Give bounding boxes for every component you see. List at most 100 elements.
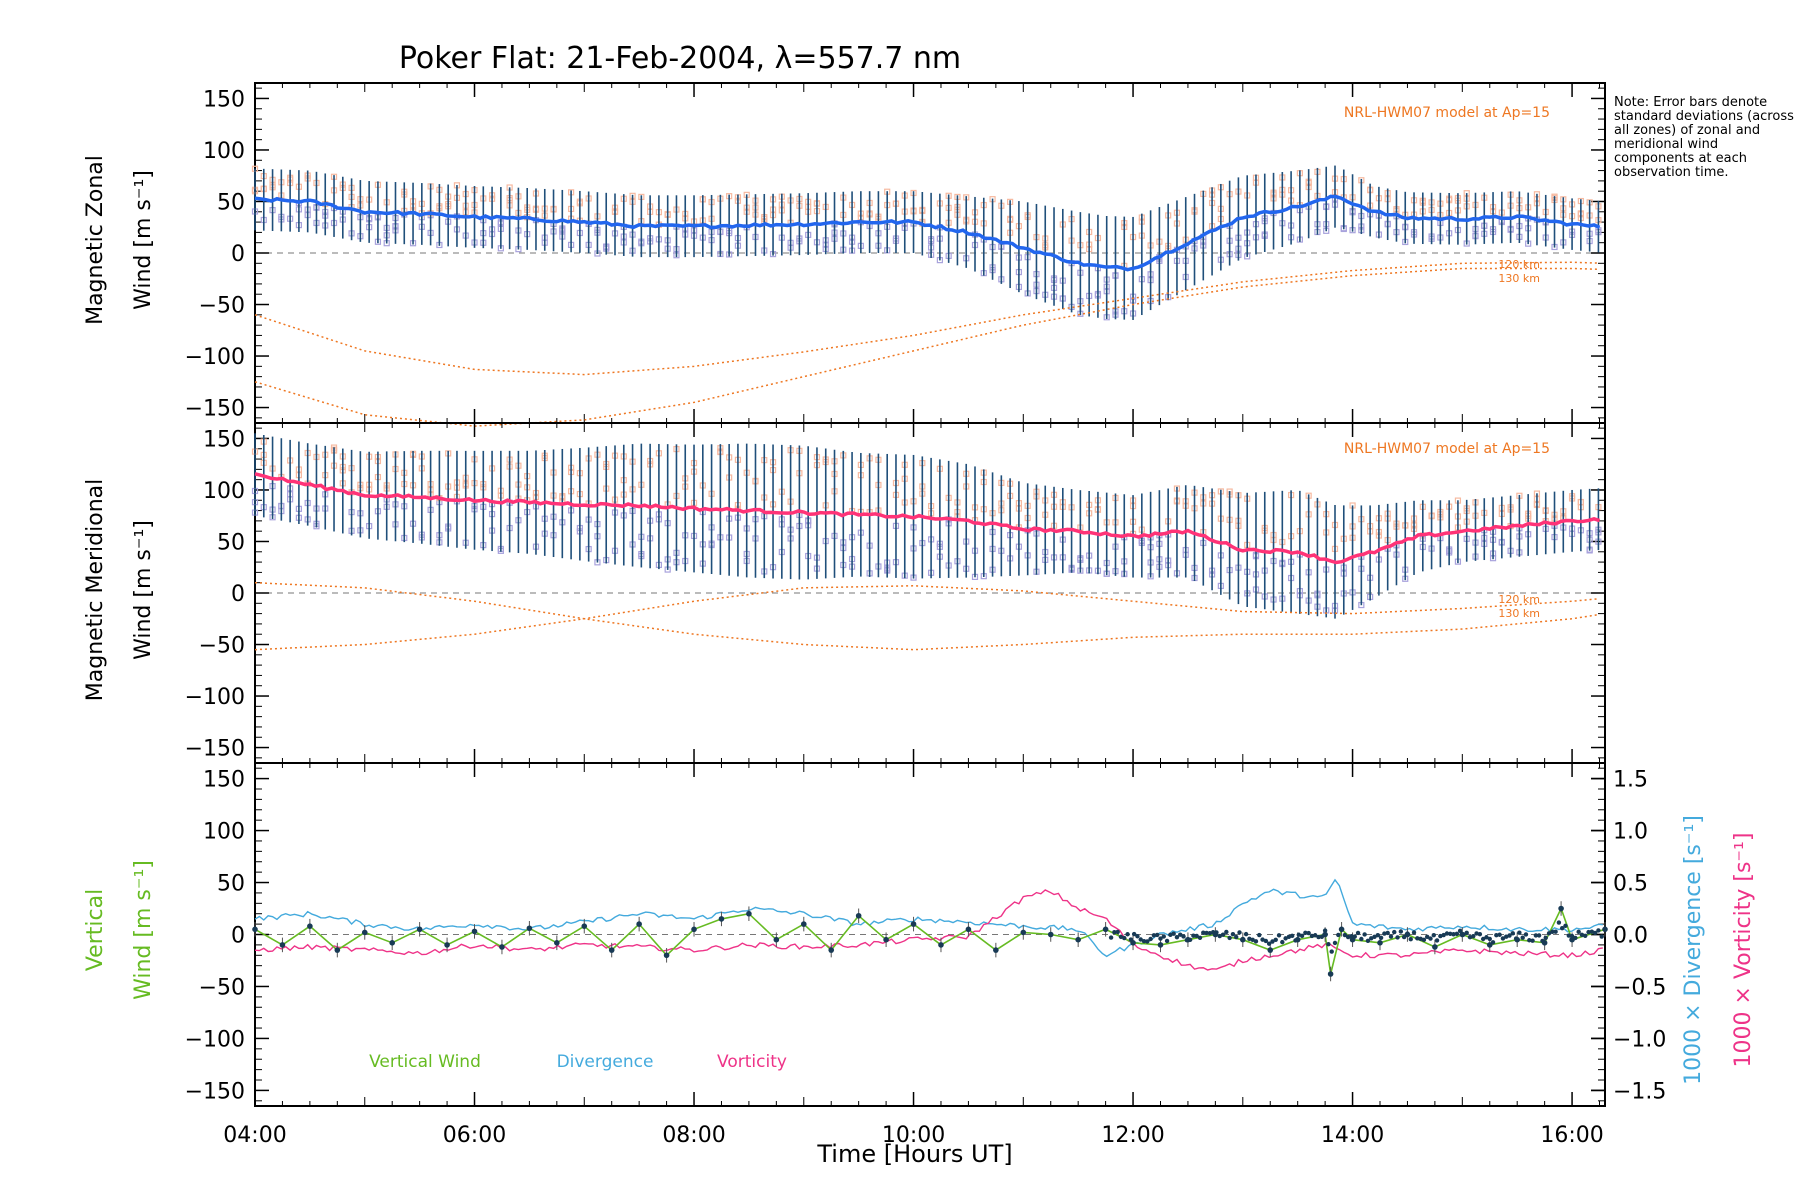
zonal-120km-label: 120 km: [1498, 258, 1540, 271]
vertical-wind-point: [252, 926, 258, 933]
vertical-wind-point: [1181, 934, 1186, 939]
meridional-wind-mean-line: [254, 472, 1601, 565]
vertical-wind-point: [1510, 931, 1516, 936]
vertical-wind-point: [1125, 932, 1130, 937]
vertical-wind-point: [1527, 938, 1532, 943]
vertical-wind-point: [1313, 933, 1318, 938]
y-tick-label: −50: [199, 975, 245, 1000]
vertical-wind-point: [1164, 938, 1170, 944]
vertical-wind-point: [1131, 931, 1137, 937]
vertical-wind-point: [1266, 941, 1272, 946]
vertical-wind-point: [1432, 944, 1438, 950]
vertical-wind-point: [526, 925, 533, 932]
vertical-wind-point: [1191, 933, 1196, 938]
vertical-wind-point: [1523, 932, 1529, 937]
vertical-wind-point: [1230, 931, 1236, 937]
vertical-wind-point: [1395, 935, 1400, 940]
vertical-wind-point: [1141, 938, 1147, 944]
vertical-wind-point: [1075, 936, 1081, 943]
y-tick-label: −100: [185, 685, 245, 710]
vertical-wind-point: [1586, 929, 1591, 935]
vertical-wind-point: [334, 947, 341, 953]
vertical-wind-point: [1243, 931, 1249, 937]
vertical-wind-point: [1201, 930, 1206, 935]
vertical-wind-point: [1273, 937, 1278, 942]
vertical-wind-point: [1299, 933, 1305, 938]
vertical-wind-point: [800, 921, 807, 927]
vertical-wind-point: [1322, 928, 1328, 933]
vertical-wind-point: [1487, 936, 1492, 942]
chart-title: Poker Flat: 21-Feb-2004, λ=557.7 nm: [399, 41, 961, 76]
vertical-wind-point: [1592, 930, 1598, 936]
vertical-wind-point: [1227, 935, 1232, 941]
y2-tick-label: −1.5: [1613, 1079, 1666, 1104]
vertical-wind-point: [691, 926, 697, 933]
vertical-wind-point: [1326, 942, 1331, 947]
divergence-axis-label: 1000 × Divergence [s⁻¹]: [1681, 815, 1706, 1085]
x-tick-label: 04:00: [223, 1123, 286, 1148]
vertical-wind-point: [1148, 936, 1153, 942]
x-tick-label: 16:00: [1540, 1123, 1603, 1148]
vertical-wind-point: [444, 942, 450, 948]
vertical-wind-point: [1336, 932, 1341, 938]
vertical-wind-point: [1558, 905, 1564, 912]
vertical-wind-point: [1306, 930, 1311, 936]
vertical-wind-point: [1289, 933, 1295, 939]
vertical-wind-point: [828, 947, 835, 953]
y-tick-label: −150: [185, 737, 245, 762]
vertical-wind-point: [1484, 935, 1489, 940]
vertical-wind-point: [581, 923, 588, 929]
vertical-wind-point: [1441, 932, 1446, 938]
model-curve-130km: [254, 267, 1600, 427]
y-tick-label: 50: [217, 872, 245, 897]
vertical-wind-point: [993, 947, 999, 953]
vertical-wind-point: [1513, 936, 1519, 941]
vertical-wind-point: [1359, 936, 1364, 942]
vertical-wind-point: [1461, 932, 1466, 937]
vertical-wind-point: [361, 929, 368, 936]
vertical-wind-point: [1161, 934, 1166, 939]
vertical-wind-point: [1451, 932, 1456, 937]
vertical-wind-point: [1138, 937, 1143, 942]
vertical-wind-point: [1329, 949, 1334, 954]
vertical-wind-point: [1128, 937, 1134, 942]
vertical-wind-point: [1486, 942, 1493, 948]
vertical-wind-line: [254, 906, 1606, 975]
vertical-wind-point: [938, 942, 944, 948]
vertical-wind-point: [1573, 935, 1578, 941]
vertical-wind-point: [883, 936, 889, 943]
vertical-wind-point: [1369, 936, 1374, 941]
vertical-wind-point: [1536, 933, 1542, 938]
vertical-wind-point: [1540, 938, 1545, 944]
vertical-wind-point: [1276, 933, 1282, 938]
y-tick-label: 0: [231, 242, 245, 267]
vertical-wind-point: [1217, 933, 1222, 939]
vertical-wind-point: [855, 912, 862, 919]
vertical-wind-point: [1497, 932, 1502, 937]
vertical-wind-point: [1596, 928, 1601, 933]
vertical-wind-point: [1576, 929, 1581, 935]
vertical-wind-point: [1599, 934, 1604, 939]
y-tick-label: −150: [185, 397, 245, 422]
vertical-wind-point: [1122, 935, 1127, 941]
vertical-wind-point: [1415, 936, 1420, 941]
meridional-model-label: NRL-HWM07 model at Ap=15: [1344, 441, 1550, 457]
vertical-wind-point: [1112, 930, 1117, 935]
vertical-wind-point: [1224, 929, 1229, 935]
vertical-wind-point: [1559, 926, 1565, 931]
vertical-wind-point: [1171, 931, 1176, 936]
vertical-wind-point: [1464, 930, 1469, 936]
vertical-wind-point: [746, 910, 752, 917]
vertical-wind-point: [1332, 940, 1338, 946]
vertical-wind-point: [1237, 930, 1242, 935]
vertical-wind-point: [1352, 934, 1357, 939]
vertical-wind-point: [1345, 934, 1351, 940]
vertical-wind-point: [1517, 930, 1522, 935]
y-tick-label: 100: [203, 479, 245, 504]
vertical-wind-point: [1553, 929, 1558, 934]
model-curve-120km: [254, 585, 1600, 651]
vertical-wind-point: [1158, 936, 1163, 941]
vertical-wind-point: [1385, 930, 1390, 936]
vertical-wind-point: [1194, 933, 1199, 939]
vertical-wind-point: [1151, 933, 1157, 938]
